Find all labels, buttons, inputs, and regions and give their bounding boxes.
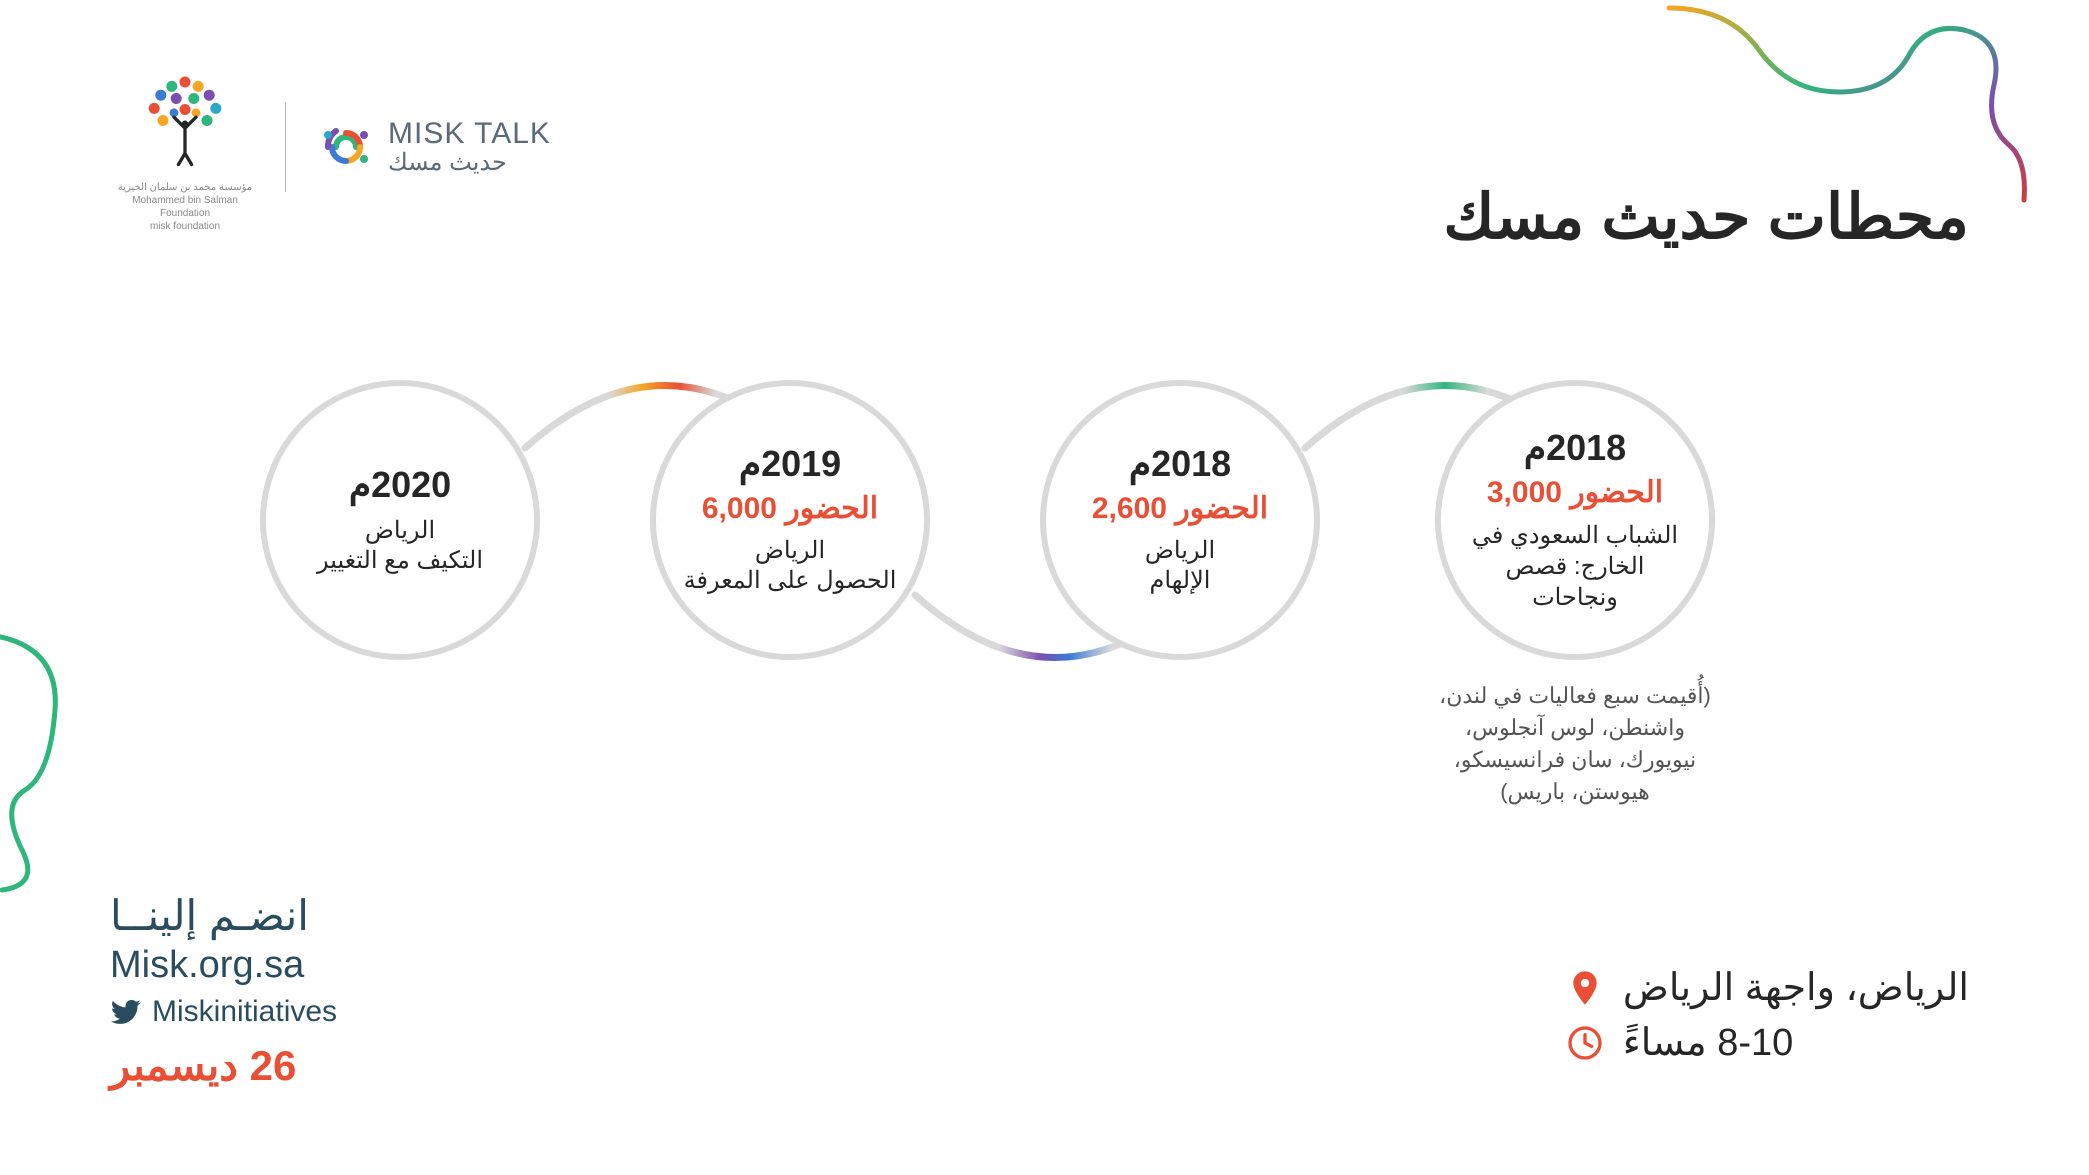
location: الرياض [365,516,435,545]
logo-area: مؤسسة محمد بن سلمان الخيرية Mohammed bin… [115,60,551,233]
footer-join: انضـم إلينــا Misk.org.sa Miskinitiative… [110,891,337,1090]
foundation-logo: مؤسسة محمد بن سلمان الخيرية Mohammed bin… [115,60,255,233]
foundation-name-en: Mohammed bin Salman Foundation [132,195,238,219]
join-label: انضـم إلينــا [110,891,337,940]
attendance: الحضور 3,000 [1487,475,1663,510]
page-title: محطات حديث مسك [1443,180,1969,253]
milestone-2018-riyadh: 2018م الحضور 2,600 الرياض الإلهام [1040,380,1320,660]
milestone-note: (أُقيمت سبع فعاليات في لندن، واشنطن، لوس… [1435,680,1715,808]
theme: الشباب السعودي في الخارج: قصص ونجاحات [1466,520,1684,614]
theme: التكيف مع التغيير [317,545,483,576]
location: الرياض [755,536,825,565]
attendance: الحضور 2,600 [1092,491,1268,526]
event-date: 26 ديسمبر [110,1041,337,1090]
swirl-icon [316,117,376,177]
year: 2018م [1129,443,1231,485]
twitter-icon [110,996,142,1028]
milestone-2019: 2019م الحضور 6,000 الرياض الحصول على الم… [650,380,930,660]
year: 2019م [739,443,841,485]
year: 2020م [349,464,451,506]
misk-talk-logo: MISK TALK حديث مسك [316,117,551,177]
milestone-2018-abroad: 2018م الحضور 3,000 الشباب السعودي في الخ… [1435,380,1715,660]
misk-talk-en: MISK TALK [388,118,551,150]
website-url: Misk.org.sa [110,944,337,987]
logo-divider [285,102,286,192]
misk-talk-ar: حديث مسك [388,150,551,175]
theme: الحصول على المعرفة [684,565,897,596]
year: 2018م [1524,427,1626,469]
theme: الإلهام [1150,565,1211,596]
twitter-handle: Miskinitiatives [152,995,337,1029]
event-location: الرياض، واجهة الرياض [1623,965,1969,1010]
location-icon [1565,968,1605,1008]
footer-details: الرياض، واجهة الرياض 8-10 مساءً [1565,955,1969,1065]
clock-icon [1565,1023,1605,1063]
foundation-name-ar: مؤسسة محمد بن سلمان الخيرية [118,182,252,193]
attendance: الحضور 6,000 [702,491,878,526]
location: الرياض [1145,536,1215,565]
timeline: 2018م الحضور 3,000 الشباب السعودي في الخ… [0,380,2089,740]
foundation-sub: misk foundation [150,221,220,232]
event-time: 8-10 مساءً [1623,1020,1793,1065]
milestone-2020: 2020م الرياض التكيف مع التغيير [260,380,540,660]
tree-icon [130,60,240,170]
